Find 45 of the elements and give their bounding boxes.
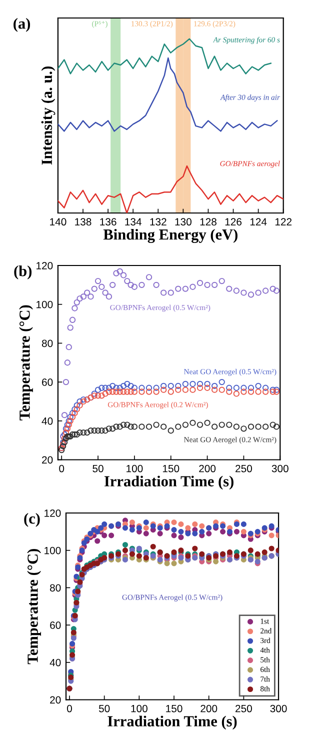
x-tick-label: 200 (200, 704, 218, 712)
y-tick-label: 120 (44, 510, 61, 517)
x-tick-label: 124 (250, 218, 267, 226)
x-tick-label: 0 (67, 704, 72, 712)
y-tick-label: 120 (36, 262, 53, 270)
x-tick-label: 140 (50, 218, 66, 226)
y-tick-label: 20 (42, 456, 53, 464)
chart-title: (c) (24, 513, 40, 527)
x-tick-label: 138 (75, 218, 92, 226)
chart-title: (a) (14, 18, 30, 32)
x-axis-title: Binding Energy (eV) (103, 228, 238, 243)
y-tick-label: 60 (42, 378, 53, 386)
x-axis-title: Irradiation Time (s) (104, 476, 234, 490)
x-tick-label: 100 (131, 704, 148, 712)
x-tick-label: 200 (199, 464, 216, 472)
x-axis-title: Irradiation Time (s) (108, 716, 237, 730)
y-axis-title: Intensity (a. u.) (41, 66, 56, 165)
y-axis-title: Temperature (°C) (27, 549, 41, 664)
y-tick-label: 80 (42, 340, 53, 348)
x-tick-label: 100 (126, 464, 143, 472)
x-tick-label: 128 (200, 218, 216, 226)
x-tick-label: 300 (272, 464, 288, 472)
x-tick-label: 136 (100, 218, 116, 226)
x-tick-label: 50 (92, 464, 104, 472)
y-tick-label: 20 (50, 696, 61, 704)
x-tick-label: 50 (98, 704, 110, 712)
y-tick-label: 40 (50, 658, 61, 666)
x-tick-label: 250 (236, 464, 252, 472)
x-tick-label: 250 (236, 704, 252, 712)
chart-title: (b) (14, 266, 32, 280)
x-tick-label: 134 (125, 218, 142, 226)
y-tick-label: 100 (36, 300, 53, 308)
x-tick-label: 150 (162, 464, 180, 472)
y-tick-label: 100 (44, 546, 61, 554)
x-tick-label: 122 (275, 218, 292, 226)
y-tick-label: 80 (50, 584, 61, 592)
y-axis-title: Temperature (°C) (19, 305, 33, 420)
x-tick-label: 130 (175, 218, 192, 226)
x-tick-label: 300 (270, 704, 287, 712)
x-tick-label: 132 (150, 218, 166, 226)
x-tick-label: 0 (59, 464, 64, 472)
x-tick-label: 126 (225, 218, 242, 226)
x-tick-label: 150 (166, 704, 182, 712)
y-tick-label: 60 (50, 622, 61, 629)
y-tick-label: 40 (42, 417, 53, 425)
